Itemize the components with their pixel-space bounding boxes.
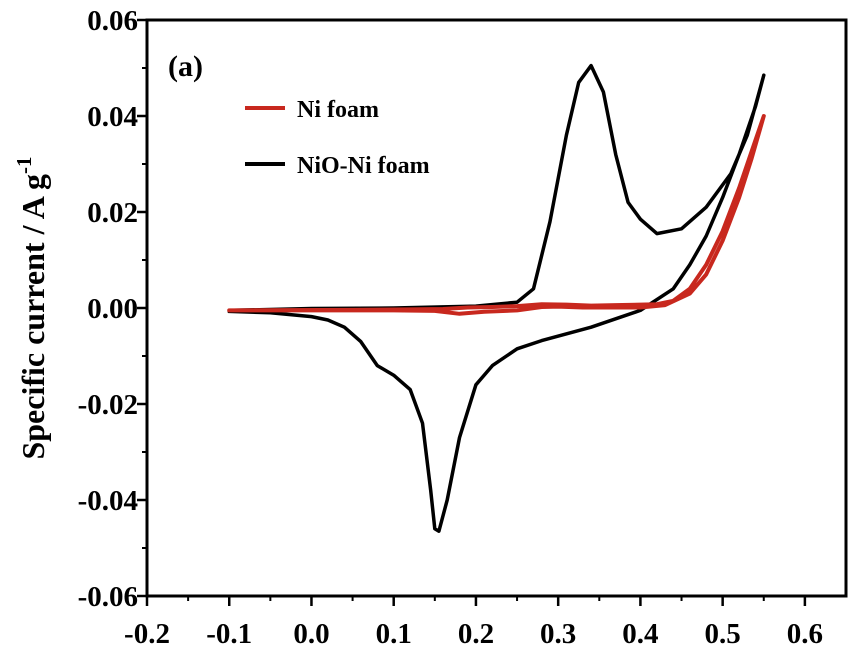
- x-tick-label: -0.1: [206, 618, 252, 650]
- series-line-ni-foam: [227, 114, 766, 316]
- legend-label-ni-foam: Ni foam: [297, 97, 379, 123]
- panel-label: (a): [168, 50, 203, 83]
- x-tick-label: 0.2: [458, 618, 494, 650]
- y-tick-label: -0.06: [78, 581, 138, 613]
- legend: Ni foam NiO-Ni foam: [245, 97, 430, 179]
- x-tick-label: 0.6: [787, 618, 823, 650]
- y-axis: -0.06 -0.04 -0.02 0.00 0.02 0.04 0.06: [78, 5, 147, 613]
- x-tick-label: -0.2: [124, 618, 170, 650]
- y-axis-title-main: Specific current / A g: [15, 174, 51, 460]
- x-tick-label: 0.4: [622, 618, 658, 650]
- y-tick-label: -0.02: [78, 389, 138, 421]
- y-tick-label: 0.02: [87, 197, 138, 229]
- legend-label-nio-ni-foam: NiO-Ni foam: [297, 153, 430, 179]
- series-layer: [227, 63, 766, 533]
- y-tick-label: 0.04: [87, 101, 138, 133]
- y-tick-label: 0.00: [87, 293, 138, 325]
- x-axis: -0.2 -0.1 0.0 0.1 0.2 0.3 0.4 0.5 0.6: [124, 596, 823, 650]
- x-tick-label: 0.5: [705, 618, 741, 650]
- y-axis-title: Specific current / A g-1: [12, 156, 51, 459]
- x-tick-label: 0.1: [376, 618, 412, 650]
- x-tick-label: 0.3: [540, 618, 576, 650]
- y-axis-title-sup: -1: [12, 156, 36, 174]
- y-tick-label: -0.04: [78, 485, 138, 517]
- series-line-nio-ni-foam: [227, 63, 766, 533]
- y-tick-label: 0.06: [87, 5, 138, 37]
- x-tick-label: 0.0: [293, 618, 329, 650]
